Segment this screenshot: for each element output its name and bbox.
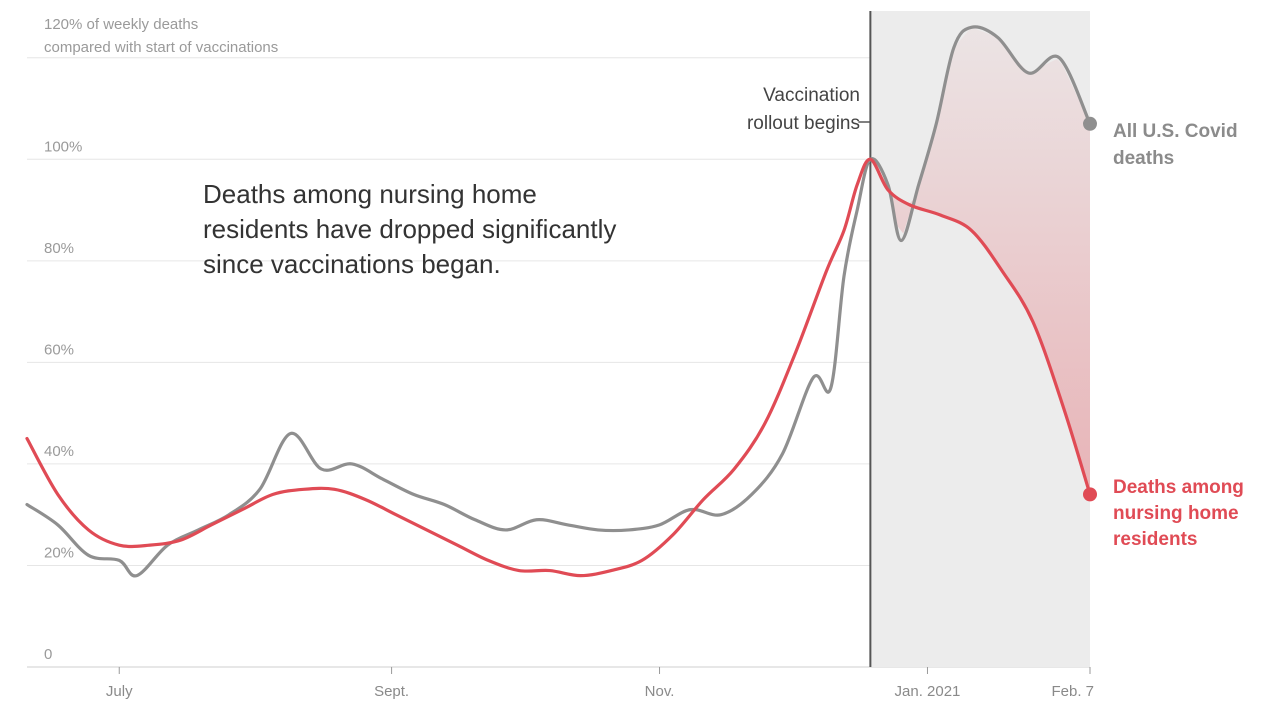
y-tick-label: 60% [44,341,74,358]
x-axis-ticks: July Sept. Nov. Jan. 2021 Feb. 7 [106,667,1094,700]
gridlines [27,57,1090,668]
series-label-nursing-line-3: residents [1113,529,1197,550]
chart-annotation-line-3: since vaccinations began. [203,249,501,279]
x-tick-label: July [106,683,133,700]
y-axis-label-line-1: 120% of weekly deaths [44,16,198,33]
y-tick-label: 80% [44,240,74,257]
chart-annotation-line-1: Deaths among nursing home [203,179,537,209]
y-axis-label-line-2: compared with start of vaccinations [44,39,278,56]
series-label-all-deaths-line-2: deaths [1113,148,1174,169]
series-label-nursing-line-1: Deaths among [1113,477,1244,498]
y-tick-label: 20% [44,544,74,561]
x-tick-label: Jan. 2021 [895,683,961,700]
y-tick-label: 40% [44,443,74,460]
y-tick-label: 0 [44,646,52,663]
y-axis-ticks: 0 20% 40% 60% 80% 100% [44,138,82,663]
series-label-nursing-line-2: nursing home [1113,503,1239,524]
series-label-all-deaths-line-1: All U.S. Covid [1113,121,1238,142]
rollout-label-line-2: rollout begins [747,113,860,134]
rollout-label-line-1: Vaccination [763,85,860,106]
y-tick-label: 100% [44,138,82,155]
x-tick-label: Nov. [645,683,675,700]
series-end-point-nursing-home [1083,487,1097,502]
decline-gap-fill [870,28,1090,495]
series-end-point-all-deaths [1083,116,1097,131]
series-lines [25,25,1097,578]
x-tick-label: Sept. [374,683,409,700]
series-line-nursing-home [25,157,1092,578]
x-tick-label: Feb. 7 [1051,683,1094,700]
chart-annotation-line-2: residents have dropped significantly [203,214,616,244]
